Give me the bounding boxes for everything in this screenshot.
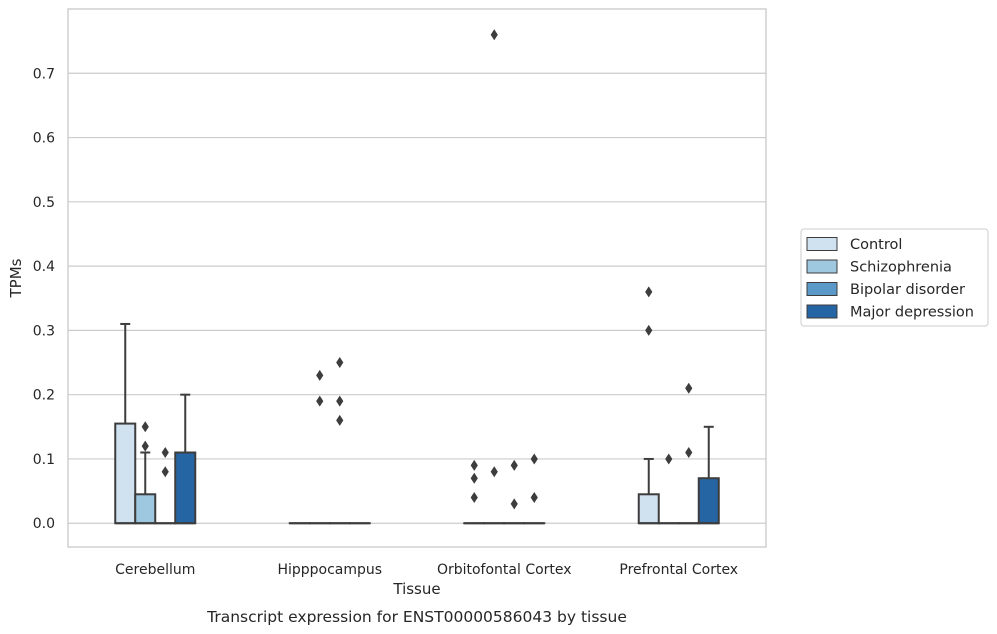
legend-label: Control bbox=[850, 237, 902, 253]
outlier-point bbox=[336, 414, 344, 426]
outlier-point bbox=[510, 459, 518, 471]
outlier-point bbox=[470, 472, 478, 484]
legend: Control Schizophrenia Bipolar disorder Majo… bbox=[800, 228, 989, 327]
legend-label: Major depression bbox=[850, 305, 974, 321]
outlier-point bbox=[336, 357, 344, 369]
box-major-depression bbox=[174, 393, 197, 525]
outlier-point bbox=[490, 466, 498, 478]
y-tick-label: 0.6 bbox=[33, 131, 55, 147]
box-control bbox=[114, 322, 137, 525]
chart-caption: Transcript expression for ENST0000058604… bbox=[206, 608, 627, 626]
box-body bbox=[114, 422, 137, 525]
box-body bbox=[134, 493, 157, 525]
legend-label: Bipolar disorder bbox=[850, 282, 965, 298]
y-tick-label: 0.3 bbox=[33, 323, 55, 339]
outlier-point bbox=[490, 29, 498, 41]
y-tick-label: 0.7 bbox=[33, 66, 55, 82]
box-body bbox=[174, 451, 197, 525]
outlier-point bbox=[470, 492, 478, 504]
plot-background bbox=[68, 9, 766, 547]
legend-swatch bbox=[806, 259, 838, 274]
legend-swatch bbox=[806, 304, 838, 319]
outlier-point bbox=[316, 395, 324, 407]
outlier-point bbox=[336, 395, 344, 407]
y-tick-label: 0.5 bbox=[33, 195, 55, 211]
box-body bbox=[637, 493, 660, 525]
outlier-point bbox=[645, 286, 653, 298]
box-control bbox=[637, 457, 660, 525]
x-tick-label: Hipppocampus bbox=[277, 562, 382, 578]
y-tick-label: 0.4 bbox=[33, 259, 55, 275]
outlier-point bbox=[470, 459, 478, 471]
x-tick-label: Prefrontal Cortex bbox=[619, 562, 738, 578]
y-tick-label: 0.2 bbox=[33, 388, 55, 404]
outlier-point bbox=[316, 369, 324, 381]
outlier-point bbox=[141, 440, 149, 452]
box-schizophrenia bbox=[134, 451, 157, 525]
x-tick-label: Cerebellum bbox=[115, 562, 195, 578]
outlier-point bbox=[510, 498, 518, 510]
plot-frame bbox=[67, 8, 767, 548]
legend-frame bbox=[800, 228, 989, 327]
outliers bbox=[141, 29, 693, 510]
box-body bbox=[697, 477, 720, 525]
legend-swatch bbox=[806, 282, 838, 296]
outlier-point bbox=[530, 492, 538, 504]
outlier-point bbox=[161, 447, 169, 459]
outlier-point bbox=[530, 453, 538, 465]
y-axis-label: TPMs bbox=[7, 258, 25, 298]
box-major-depression bbox=[697, 425, 720, 525]
outlier-point bbox=[665, 453, 673, 465]
outlier-point bbox=[161, 466, 169, 478]
outlier-point bbox=[645, 324, 653, 336]
x-axis-label: Tissue bbox=[392, 580, 440, 598]
y-tick-label: 0.1 bbox=[33, 452, 55, 468]
x-tick-label: Orbitofontal Cortex bbox=[437, 562, 572, 578]
x-tick-labels: Cerebellum Hipppocampus Orbitofontal Corte… bbox=[115, 562, 738, 578]
outlier-point bbox=[141, 421, 149, 433]
outlier-point bbox=[685, 382, 693, 394]
legend-label: Schizophrenia bbox=[850, 260, 952, 276]
y-tick-label: 0.0 bbox=[33, 516, 55, 532]
y-tick-labels: 0.0 0.1 0.2 0.3 0.4 0.5 0.6 0.7 bbox=[33, 66, 55, 532]
outlier-point bbox=[685, 447, 693, 459]
boxes bbox=[114, 322, 720, 525]
legend-swatch bbox=[806, 237, 838, 251]
